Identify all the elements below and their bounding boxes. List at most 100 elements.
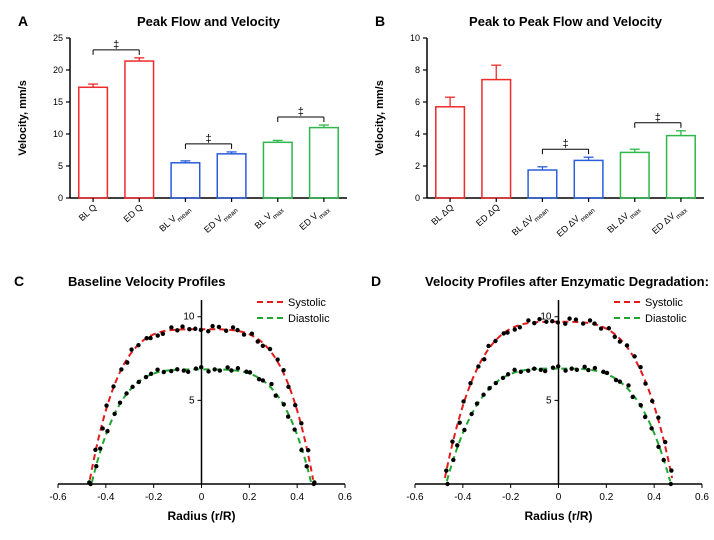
y-tick-label: 4 [415,129,420,139]
sig-mark: ‡ [298,106,304,118]
data-point [231,325,235,329]
chart-title: Peak Flow and Velocity [137,14,281,29]
data-point [618,379,622,383]
data-point [244,369,248,373]
data-point [286,415,290,419]
x-tick-label: ED Q [122,202,145,224]
bar [436,107,465,198]
data-point [486,344,490,348]
data-point [539,368,543,372]
x-tick-label: BL Vmax [253,202,286,234]
data-point [293,403,297,407]
y-tick-label: 25 [53,33,63,43]
x-tick-label: -0.2 [502,492,520,503]
data-point [119,367,123,371]
data-point [469,412,473,416]
data-point [257,377,261,381]
data-point [563,368,567,372]
data-point [206,369,210,373]
data-point [537,317,541,321]
data-point [526,368,530,372]
y-axis-label: Velocity, mm/s [17,80,29,156]
data-point [236,366,240,370]
data-point [556,364,560,368]
y-tick-label: 5 [58,161,63,171]
data-point [256,339,260,343]
data-point [169,369,173,373]
x-tick-label: -0.2 [145,492,163,503]
data-point [481,393,485,397]
data-point [281,368,285,372]
data-point [563,322,567,326]
data-point [656,445,660,449]
data-point [476,364,480,368]
data-point [94,464,98,468]
data-point [444,468,448,472]
data-point [268,347,272,351]
data-point [218,368,222,372]
x-tick-label: -0.6 [49,492,67,503]
data-point [614,378,618,382]
data-point [450,439,454,443]
x-tick-label: 0 [199,492,205,503]
data-point [506,372,510,376]
bar [171,163,200,198]
data-point [161,332,165,336]
data-point [242,332,246,336]
data-point [639,403,643,407]
y-tick-label: 10 [53,129,63,139]
data-point [129,347,133,351]
data-point [274,393,278,397]
y-tick-label: 0 [415,193,420,203]
data-point [105,429,109,433]
x-tick-label: ED Vmean [202,202,239,238]
panel-letter: B [375,13,385,29]
data-point [199,328,203,332]
data-point [649,426,653,430]
panel-d: DVelocity Profiles after Enzymatic Degra… [367,270,714,530]
data-point [592,321,596,325]
y-tick-label: 5 [189,395,195,406]
sig-mark: ‡ [113,39,119,51]
data-point [457,421,461,425]
data-point [582,365,586,369]
data-point [93,448,97,452]
sig-mark: ‡ [205,133,211,145]
bar [482,80,511,198]
data-point [599,326,603,330]
data-point [663,440,667,444]
data-point [638,365,642,369]
data-point [155,368,159,372]
data-point [286,385,290,389]
data-point [518,325,522,329]
data-point [650,399,654,403]
data-point [149,372,153,376]
data-point [451,458,455,462]
data-point [206,329,210,333]
data-point [607,326,611,330]
data-point [275,357,279,361]
data-point [487,386,491,390]
data-point [282,402,286,406]
data-point [455,443,459,447]
data-point [593,366,597,370]
data-point [575,368,579,372]
data-point [199,365,203,369]
data-point [526,318,530,322]
data-point [148,336,152,340]
data-point [501,376,505,380]
x-tick-label: -0.6 [406,492,424,503]
data-point [248,370,252,374]
data-point [586,368,590,372]
y-tick-label: 10 [410,33,420,43]
data-point [662,458,666,462]
bar [263,142,292,198]
data-point [100,426,104,430]
data-point [118,400,122,404]
data-point [312,482,316,486]
x-tick-label: ED ΔVmax [650,202,689,239]
data-point [212,367,216,371]
data-point [156,333,160,337]
bar [217,154,246,198]
x-tick-label: 0.4 [290,492,304,503]
